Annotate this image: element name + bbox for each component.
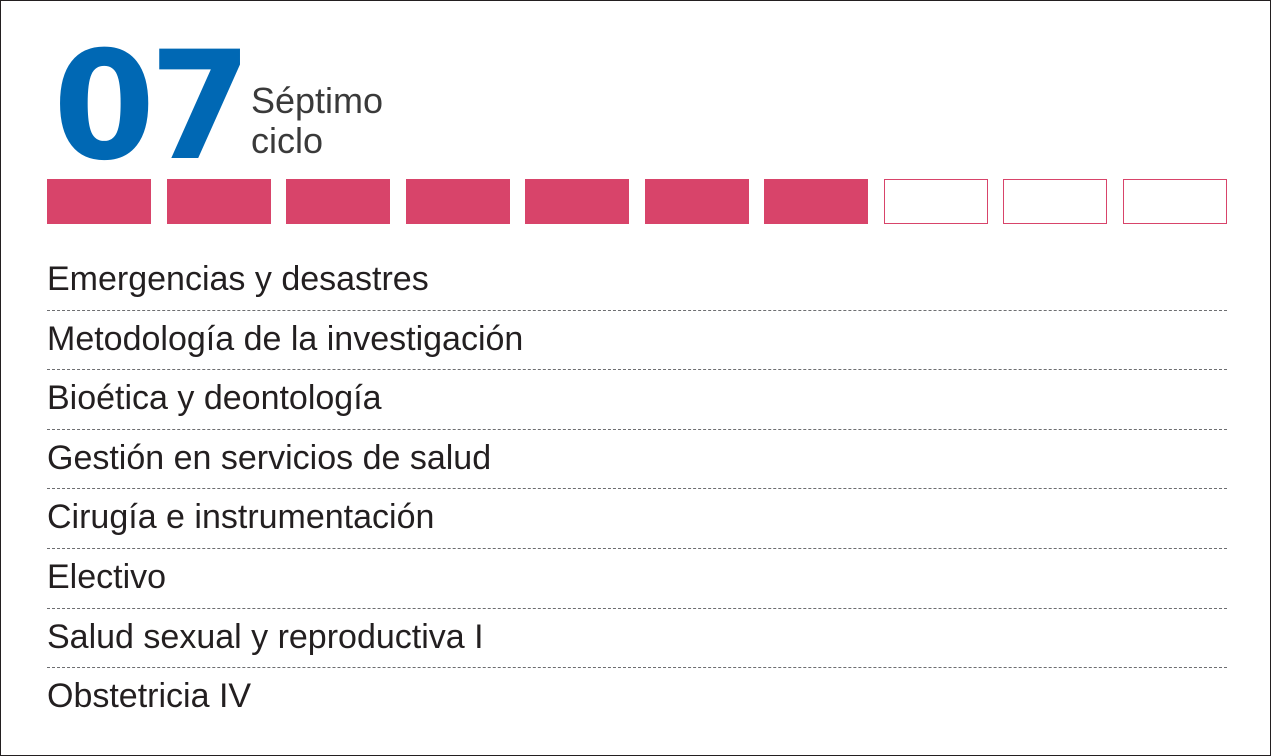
course-item: Gestión en servicios de salud [47, 430, 1227, 490]
progress-segment-completed [286, 179, 391, 224]
course-item: Bioética y deontología [47, 370, 1227, 430]
course-item: Emergencias y desastres [47, 251, 1227, 311]
progress-segment-pending [1003, 179, 1108, 224]
course-item: Salud sexual y reproductiva I [47, 609, 1227, 669]
course-name: Electivo [47, 557, 167, 596]
course-name: Metodología de la investigación [47, 319, 524, 358]
course-name: Emergencias y desastres [47, 260, 429, 298]
cycle-number: 07 [53, 20, 252, 194]
progress-segment-completed [644, 179, 749, 224]
progress-segment-completed [764, 179, 869, 224]
progress-segment-pending [883, 179, 988, 224]
cycle-label-line2: ciclo [251, 120, 324, 161]
course-name: Gestión en servicios de salud [47, 438, 492, 477]
course-item: Cirugía e instrumentación [47, 489, 1227, 549]
cycle-label: Séptimo ciclo [251, 81, 383, 161]
progress-segment-completed [47, 179, 151, 224]
course-name: Bioética y deontología [47, 379, 382, 418]
progress-segment-completed [166, 179, 271, 224]
course-list: Emergencias y desastres Metodología de la… [47, 251, 1227, 728]
progress-segment-completed [405, 179, 510, 224]
progress-segment-completed [525, 179, 630, 224]
progress-segment-pending [1123, 179, 1227, 224]
course-name: Cirugía e instrumentación [47, 498, 435, 537]
course-item: Electivo [47, 549, 1227, 609]
course-item: Obstetricia IV [47, 668, 1227, 728]
course-item: Metodología de la investigación [47, 311, 1227, 371]
course-name: Obstetricia IV [47, 677, 252, 716]
cycle-progress-bar [47, 179, 1227, 224]
cycle-label-line1: Séptimo [251, 80, 384, 121]
course-name: Salud sexual y reproductiva I [47, 617, 484, 656]
